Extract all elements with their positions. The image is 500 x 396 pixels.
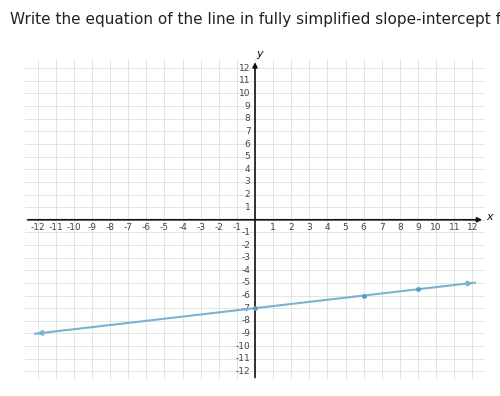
Text: -11: -11 bbox=[48, 223, 63, 232]
Text: -3: -3 bbox=[196, 223, 205, 232]
Text: -7: -7 bbox=[124, 223, 132, 232]
Text: 3: 3 bbox=[306, 223, 312, 232]
Text: 3: 3 bbox=[244, 177, 250, 187]
Text: 9: 9 bbox=[415, 223, 421, 232]
Text: 4: 4 bbox=[324, 223, 330, 232]
Text: -6: -6 bbox=[142, 223, 151, 232]
Text: -4: -4 bbox=[242, 266, 250, 275]
Text: 6: 6 bbox=[361, 223, 366, 232]
Text: Write the equation of the line in fully simplified slope-intercept form.: Write the equation of the line in fully … bbox=[10, 12, 500, 27]
Text: -2: -2 bbox=[214, 223, 223, 232]
Text: 1: 1 bbox=[244, 203, 250, 211]
Text: 11: 11 bbox=[448, 223, 460, 232]
Text: -12: -12 bbox=[30, 223, 45, 232]
Text: 7: 7 bbox=[244, 127, 250, 136]
Text: -9: -9 bbox=[88, 223, 96, 232]
Text: 9: 9 bbox=[244, 102, 250, 110]
Text: 10: 10 bbox=[239, 89, 250, 98]
Text: x: x bbox=[486, 211, 492, 222]
Text: 11: 11 bbox=[239, 76, 250, 86]
Text: 10: 10 bbox=[430, 223, 442, 232]
Text: 4: 4 bbox=[245, 165, 250, 174]
Text: 2: 2 bbox=[245, 190, 250, 199]
Text: 7: 7 bbox=[379, 223, 384, 232]
Text: 8: 8 bbox=[244, 114, 250, 123]
Text: -11: -11 bbox=[236, 354, 250, 363]
Text: -2: -2 bbox=[242, 240, 250, 249]
Text: -6: -6 bbox=[242, 291, 250, 300]
Text: -5: -5 bbox=[242, 278, 250, 287]
Text: -5: -5 bbox=[160, 223, 169, 232]
Text: -4: -4 bbox=[178, 223, 187, 232]
Text: 2: 2 bbox=[288, 223, 294, 232]
Text: 5: 5 bbox=[342, 223, 348, 232]
Text: 12: 12 bbox=[466, 223, 478, 232]
Text: -1: -1 bbox=[232, 223, 241, 232]
Text: 6: 6 bbox=[244, 139, 250, 148]
Text: 8: 8 bbox=[397, 223, 403, 232]
Text: -10: -10 bbox=[236, 342, 250, 350]
Text: -8: -8 bbox=[106, 223, 114, 232]
Text: -8: -8 bbox=[242, 316, 250, 325]
Text: -1: -1 bbox=[242, 228, 250, 237]
Text: 5: 5 bbox=[244, 152, 250, 161]
Text: -10: -10 bbox=[66, 223, 82, 232]
Text: 12: 12 bbox=[239, 64, 250, 73]
Text: -9: -9 bbox=[242, 329, 250, 338]
Text: 1: 1 bbox=[270, 223, 276, 232]
Text: -3: -3 bbox=[242, 253, 250, 262]
Text: y: y bbox=[256, 49, 263, 59]
Text: -12: -12 bbox=[236, 367, 250, 376]
Text: -7: -7 bbox=[242, 304, 250, 313]
